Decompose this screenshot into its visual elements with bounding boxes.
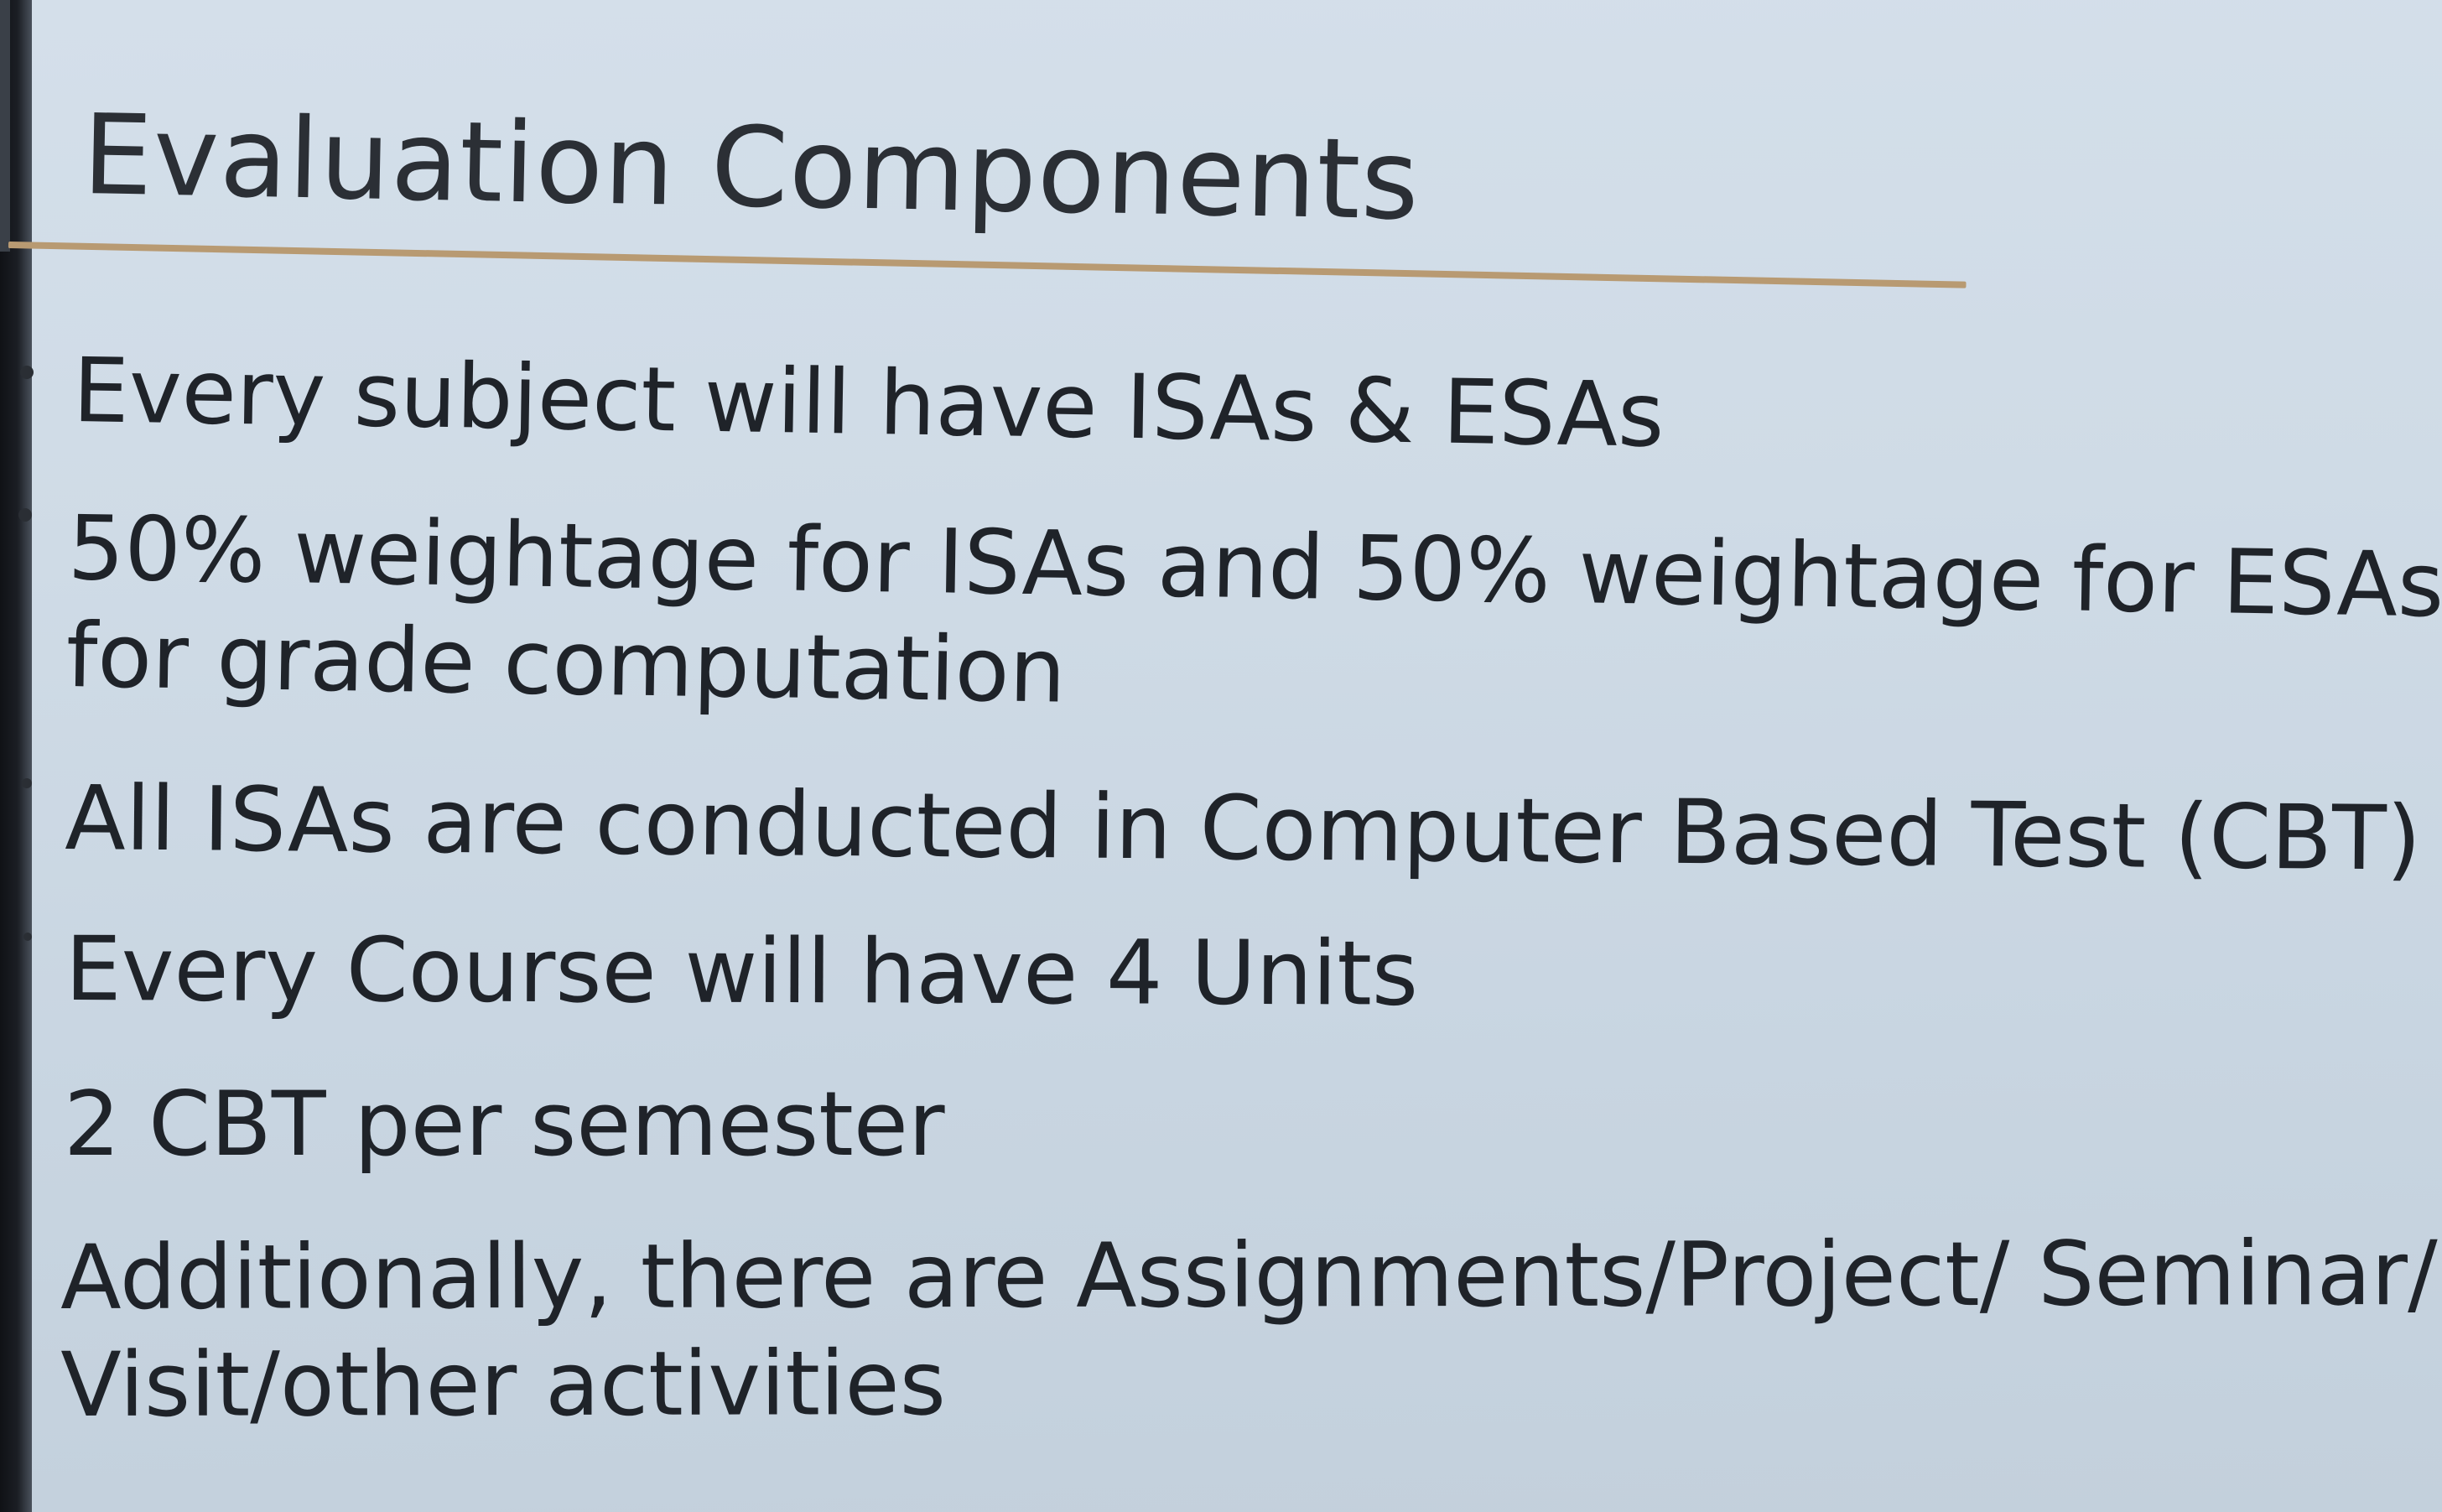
screen-bezel-highlight bbox=[0, 0, 10, 252]
bullet-text: Additionally, there are Assignments/Proj… bbox=[60, 1221, 2442, 1329]
bullet-text: Every Course will have 4 Units bbox=[65, 917, 1419, 1026]
bullet-text: 2 CBT per semester bbox=[64, 1073, 945, 1176]
bullet-item: Every Course will have 4 Units bbox=[65, 916, 1419, 1028]
bullet-item: Additionally, there are Assignments/Proj… bbox=[60, 1220, 2442, 1439]
title-underline bbox=[8, 242, 1967, 288]
bullet-item: 50% weightage for ISAs and 50% weightage… bbox=[65, 495, 2442, 753]
bullet-item: All ISAs are conducted in Computer Based… bbox=[65, 765, 2442, 896]
bullet-marker-2 bbox=[18, 508, 32, 522]
bullet-item: Every subject will have ISAs & ESAs bbox=[72, 337, 1665, 470]
bullet-text: Every subject will have ISAs & ESAs bbox=[72, 338, 1665, 467]
bullet-marker-1 bbox=[20, 366, 34, 379]
bullet-marker-4 bbox=[23, 933, 32, 941]
screen-bezel-edge bbox=[0, 0, 32, 1512]
bullet-text: All ISAs are conducted in Computer Based… bbox=[64, 766, 2442, 893]
slide-title: Evaluation Components bbox=[81, 91, 1421, 246]
bullet-marker-3 bbox=[22, 778, 32, 788]
bullet-item: 2 CBT per semester bbox=[64, 1071, 945, 1178]
bullet-text-continuation: Visit/other activities bbox=[60, 1332, 947, 1437]
